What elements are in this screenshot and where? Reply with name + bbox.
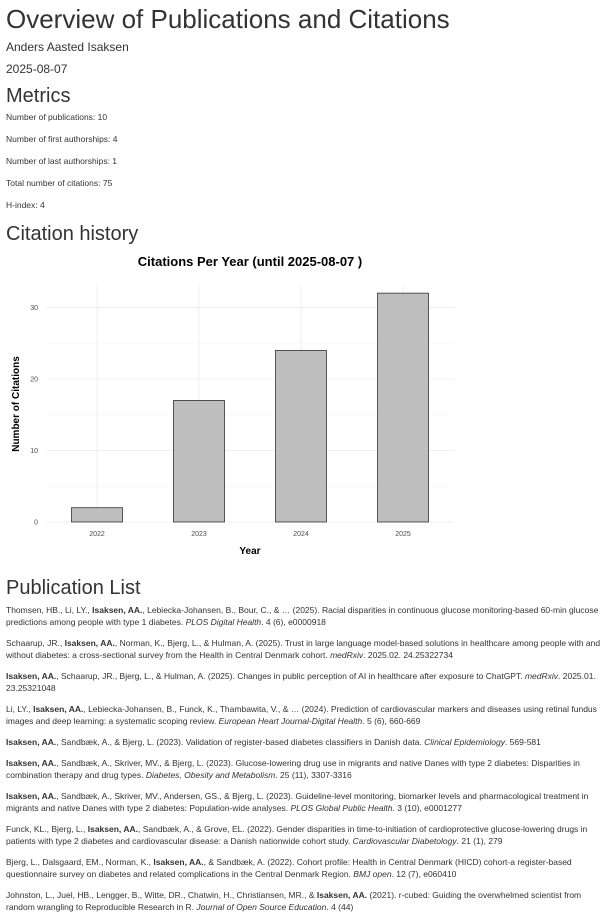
metrics-heading: Metrics bbox=[6, 85, 71, 107]
publication-text: , & Sandbæk, A. (2022). Cohort profile: … bbox=[6, 857, 572, 879]
publication-highlighted-author: Isaksen, AA. bbox=[33, 704, 84, 714]
publication-journal: European Heart Journal-Digital Health bbox=[218, 716, 363, 726]
x-tick-label: 2023 bbox=[191, 531, 207, 538]
publication-text: , Sandbæk, A., Skriver, MV., Andersen, G… bbox=[6, 791, 589, 813]
report-page: Overview of Publications and Citations A… bbox=[0, 4, 615, 913]
y-tick-label: 0 bbox=[34, 520, 38, 527]
publication-authors: Li, LY., bbox=[6, 704, 34, 714]
publication-highlighted-author: Isaksen, AA. bbox=[87, 824, 138, 834]
y-tick-label: 10 bbox=[30, 448, 38, 455]
publication-volume: . 5 (6), 660-669 bbox=[362, 716, 421, 726]
publication-highlighted-author: Isaksen, AA. bbox=[6, 758, 57, 768]
publication-text: , Sandbæk, A., & Grove, EL. (2022). Gend… bbox=[6, 824, 588, 846]
publication-list: Thomsen, HB., Li, LY., Isaksen, AA., Leb… bbox=[6, 604, 609, 913]
publication-item: Isaksen, AA., Sandbæk, A., Skriver, MV.,… bbox=[6, 790, 609, 814]
publication-text: , Lebiecka-Johansen, B., Bour, C., & … (… bbox=[6, 605, 599, 627]
publication-authors: Schaarup, JR., bbox=[6, 638, 65, 648]
publication-journal: medRxiv bbox=[524, 671, 559, 681]
publication-authors: Bjerg, L., Dalsgaard, EM., Norman, K., bbox=[6, 857, 154, 867]
bar-2025 bbox=[377, 292, 429, 523]
citation-history-heading: Citation history bbox=[6, 223, 139, 245]
publication-authors: Johnston, L., Juel, HB., Lengger, B., Wi… bbox=[6, 890, 317, 900]
citation-chart-svg: 2022 2023 2024 2025 0 10 20 30 Citations Per Yea… bbox=[11, 254, 454, 557]
publication-authors: Funck, KL., Bjerg, L., bbox=[6, 824, 88, 834]
publication-item: Johnston, L., Juel, HB., Lengger, B., Wi… bbox=[6, 889, 609, 913]
metric-publications: Number of publications: 10 bbox=[6, 112, 108, 122]
metric-h-index: H-index: 4 bbox=[6, 200, 45, 210]
metric-total-citations: Total number of citations: 75 bbox=[6, 178, 113, 188]
publication-highlighted-author: Isaksen, AA. bbox=[64, 638, 115, 648]
publication-journal: Diabetes, Obesity and Metabolism bbox=[145, 770, 276, 780]
publication-volume: . 4 (6), e0000918 bbox=[261, 617, 326, 627]
publication-text: , Sandbæk, A., Skriver, MV., & Bjerg, L.… bbox=[6, 758, 580, 780]
publication-highlighted-author: Isaksen, AA. bbox=[153, 857, 204, 867]
y-tick-label: 30 bbox=[30, 305, 38, 312]
publication-authors: Thomsen, HB., Li, LY., bbox=[6, 605, 93, 615]
publication-item: Bjerg, L., Dalsgaard, EM., Norman, K., I… bbox=[6, 856, 609, 880]
publication-item: Li, LY., Isaksen, AA., Lebiecka-Johansen… bbox=[6, 703, 609, 727]
publication-text: (2021). r-cubed: Guiding the overwhelmed… bbox=[6, 890, 582, 912]
page-title: Overview of Publications and Citations bbox=[6, 4, 450, 34]
publication-volume: . 2025.01. 23.25321048 bbox=[6, 671, 596, 693]
publication-highlighted-author: Isaksen, AA. bbox=[6, 737, 57, 747]
publication-item: Isaksen, AA., Sandbæk, A., Skriver, MV.,… bbox=[6, 757, 609, 781]
publication-highlighted-author: Isaksen, AA. bbox=[316, 890, 368, 900]
publication-volume: . 21 (1), 279 bbox=[456, 836, 503, 846]
publication-item: Funck, KL., Bjerg, L., Isaksen, AA., San… bbox=[6, 823, 609, 847]
x-axis-label: Year bbox=[239, 546, 260, 557]
bar-2024 bbox=[275, 349, 327, 523]
report-date: 2025-08-07 bbox=[6, 62, 68, 76]
publication-volume: . 4 (44) bbox=[326, 902, 354, 912]
publication-journal: Journal of Open Source Education bbox=[196, 902, 327, 912]
publication-journal: Clinical Epidemiology bbox=[424, 737, 505, 747]
publication-text: , Norman, K., Bjerg, L., & Hulman, A. (2… bbox=[6, 638, 601, 660]
publication-highlighted-author: Isaksen, AA. bbox=[92, 605, 143, 615]
metric-last-authorships: Number of last authorships: 1 bbox=[6, 156, 118, 166]
publication-journal: medRxiv bbox=[330, 650, 364, 660]
chart-title: Citations Per Year (until 2025-08-07 ) bbox=[138, 254, 362, 269]
publication-text: , Lebiecka-Johansen, B., Funck, K., Tham… bbox=[6, 704, 597, 726]
publication-highlighted-author: Isaksen, AA. bbox=[6, 791, 57, 801]
publication-text: , Sandbæk, A., & Bjerg, L. (2023). Valid… bbox=[56, 737, 425, 747]
x-tick-label: 2024 bbox=[293, 531, 309, 538]
y-tick-label: 20 bbox=[30, 376, 38, 383]
author-name: Anders Aasted Isaksen bbox=[6, 40, 129, 54]
publication-journal: PLOS Global Public Health bbox=[290, 803, 393, 813]
publication-volume: . 12 (7), e060410 bbox=[391, 869, 457, 879]
y-axis-label: Number of Citations bbox=[11, 356, 22, 452]
publication-highlighted-author: Isaksen, AA. bbox=[6, 671, 57, 681]
publication-item: Isaksen, AA., Schaarup, JR., Bjerg, L., … bbox=[6, 670, 609, 694]
metric-first-authorships: Number of first authorships: 4 bbox=[6, 134, 118, 144]
publication-journal: PLOS Digital Health bbox=[185, 617, 262, 627]
x-tick-label: 2022 bbox=[89, 531, 105, 538]
publication-volume: . 3 (10), e0001277 bbox=[392, 803, 462, 813]
bar-2022 bbox=[71, 507, 123, 523]
publication-volume: . 2025.02. 24.25322734 bbox=[363, 650, 453, 660]
publication-list-heading: Publication List bbox=[6, 577, 141, 599]
x-tick-label: 2025 bbox=[395, 531, 411, 538]
bar-2023 bbox=[173, 400, 225, 523]
publication-text: , Schaarup, JR., Bjerg, L., & Hulman, A.… bbox=[56, 671, 525, 681]
citation-chart: 2022 2023 2024 2025 0 10 20 30 Citations Per Yea… bbox=[6, 250, 466, 568]
metrics-list: Number of publications: 10 Number of fir… bbox=[6, 112, 609, 210]
publication-item: Thomsen, HB., Li, LY., Isaksen, AA., Leb… bbox=[6, 604, 609, 628]
publication-item: Isaksen, AA., Sandbæk, A., & Bjerg, L. (… bbox=[6, 736, 609, 748]
publication-item: Schaarup, JR., Isaksen, AA., Norman, K.,… bbox=[6, 637, 609, 661]
publication-volume: . 569-581 bbox=[504, 737, 541, 747]
publication-volume: . 25 (11), 3307-3316 bbox=[275, 770, 352, 780]
publication-journal: Cardiovascular Diabetology bbox=[352, 836, 457, 846]
publication-journal: BMJ open bbox=[353, 869, 392, 879]
